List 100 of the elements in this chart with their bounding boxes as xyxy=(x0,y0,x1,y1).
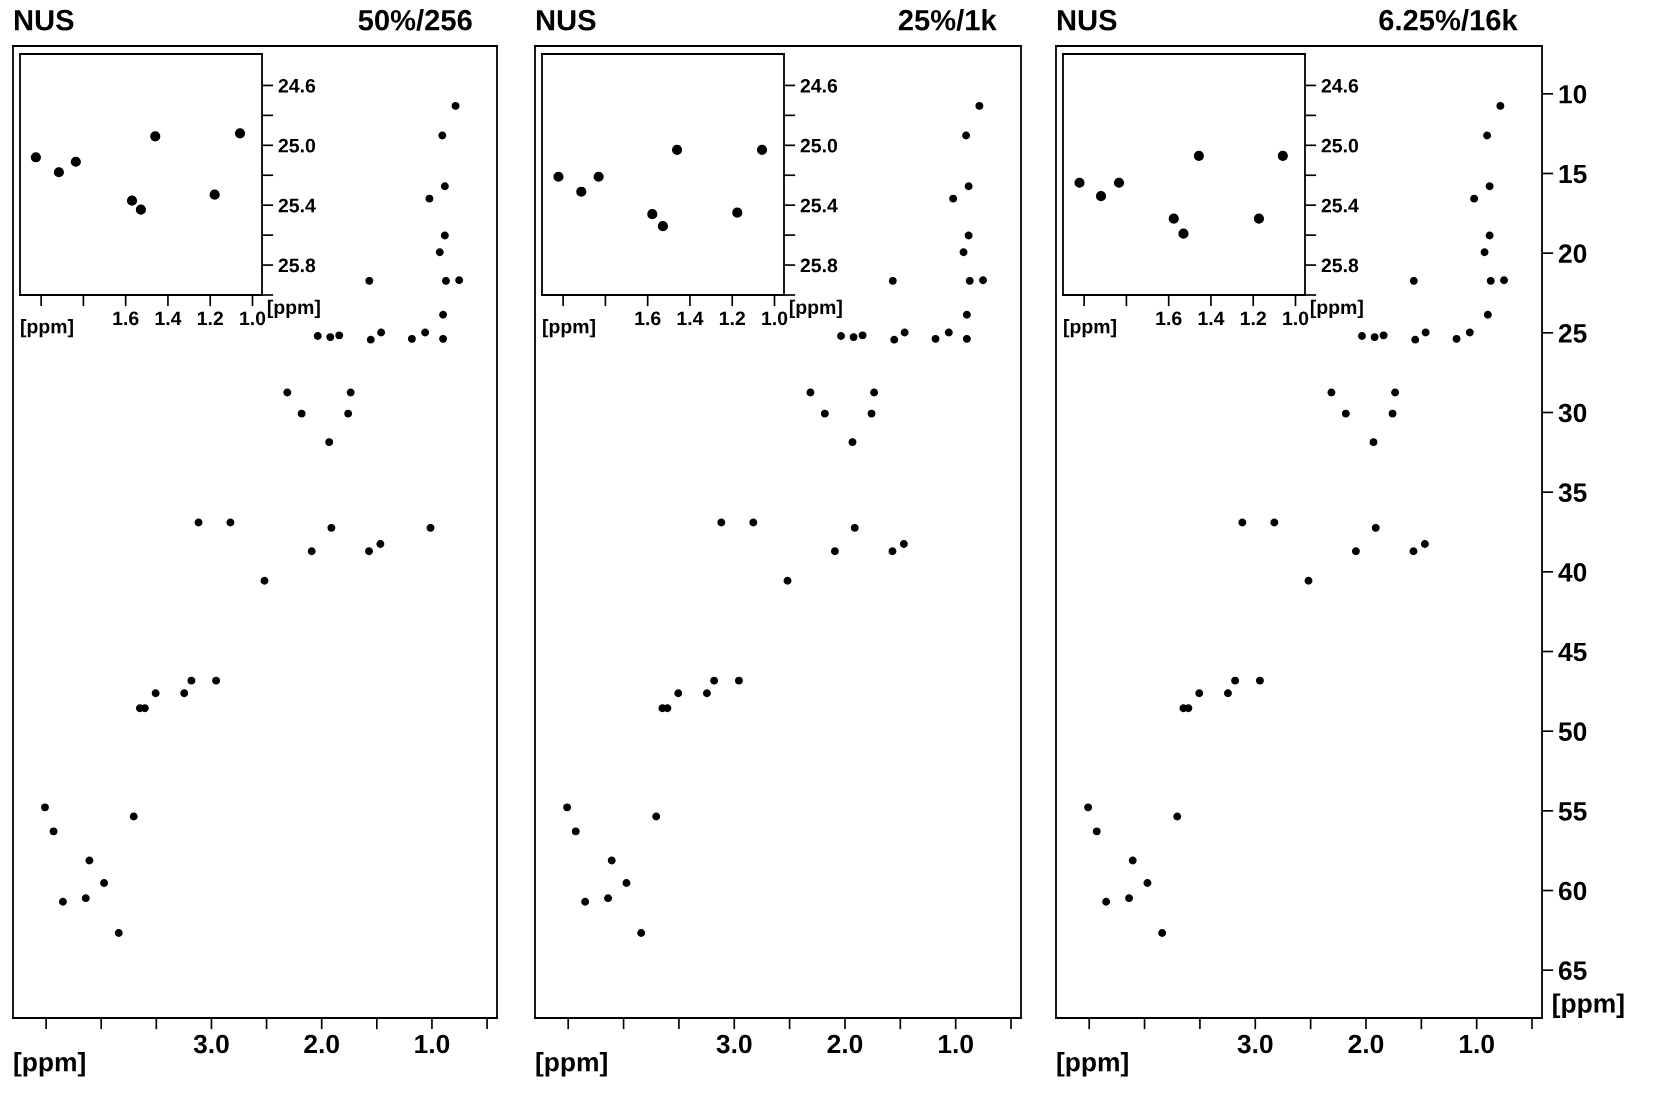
point xyxy=(212,676,221,685)
x-axis-title: [ppm] xyxy=(543,319,595,338)
y-tick-label: 25.0 xyxy=(1321,138,1359,153)
point xyxy=(1465,328,1474,337)
x-tick-label: 1.6 xyxy=(113,311,139,326)
point xyxy=(949,194,958,203)
x-tick-label: 1.4 xyxy=(1198,311,1225,326)
point xyxy=(734,676,743,685)
point xyxy=(1420,539,1429,548)
point xyxy=(806,388,815,397)
x-axis-title: [ppm] xyxy=(536,1052,607,1077)
y-tick-label: 25.4 xyxy=(800,198,838,213)
point xyxy=(1369,438,1378,447)
point xyxy=(135,204,146,215)
point xyxy=(435,248,444,257)
point xyxy=(1125,894,1134,903)
point xyxy=(440,231,449,240)
point xyxy=(850,523,859,532)
point xyxy=(1238,518,1247,527)
x-tick-label: 2.0 xyxy=(1348,1034,1384,1054)
point xyxy=(151,689,160,698)
point xyxy=(622,879,631,887)
point xyxy=(1391,388,1400,397)
chart-subtitle: 6.25%/16k xyxy=(1379,9,1518,31)
y-tick-label: 30 xyxy=(1558,403,1587,423)
point xyxy=(1074,177,1085,188)
point xyxy=(346,388,355,397)
point xyxy=(307,547,316,556)
point xyxy=(407,334,416,343)
point xyxy=(888,276,897,285)
point xyxy=(717,518,726,527)
point xyxy=(81,894,90,903)
point xyxy=(710,676,719,685)
point xyxy=(931,334,940,343)
point xyxy=(326,333,335,342)
point xyxy=(365,547,373,556)
y-tick-label: 25.0 xyxy=(278,138,316,153)
point xyxy=(1102,897,1111,906)
x-tick-label: 3.0 xyxy=(1237,1034,1273,1054)
point xyxy=(576,186,587,197)
y-tick-label: 50 xyxy=(1558,722,1587,741)
point xyxy=(1351,547,1360,556)
point xyxy=(959,248,968,257)
point xyxy=(366,335,375,344)
point xyxy=(442,276,450,285)
point xyxy=(41,803,49,812)
point xyxy=(553,171,564,182)
y-tick-label: 25.4 xyxy=(1321,198,1359,213)
point xyxy=(652,812,661,821)
point xyxy=(888,547,897,556)
point xyxy=(1371,523,1380,532)
point xyxy=(607,856,616,865)
point xyxy=(209,189,220,200)
x-axis-title: [ppm] xyxy=(14,1052,85,1077)
point xyxy=(1470,194,1479,203)
chart-title: NUS xyxy=(1057,9,1117,31)
y-axis-title: [ppm] xyxy=(267,299,320,318)
chart-subtitle: 50%/256 xyxy=(358,9,472,31)
point xyxy=(53,167,64,178)
point xyxy=(1113,177,1125,188)
point xyxy=(234,128,246,139)
point xyxy=(749,518,758,527)
point xyxy=(365,276,374,285)
point xyxy=(1277,150,1288,161)
point xyxy=(1095,191,1107,202)
point xyxy=(732,207,743,218)
point xyxy=(440,182,449,191)
x-tick-label: 1.4 xyxy=(677,311,704,326)
point xyxy=(438,131,447,140)
point xyxy=(783,576,792,585)
point xyxy=(848,438,857,447)
point xyxy=(571,827,580,836)
y-tick-label: 60 xyxy=(1558,881,1587,901)
point xyxy=(1128,856,1137,865)
point xyxy=(1483,310,1492,319)
point xyxy=(70,156,81,167)
point xyxy=(657,221,668,232)
y-tick-label: 35 xyxy=(1558,483,1587,503)
point xyxy=(1496,101,1505,110)
point xyxy=(820,409,829,418)
x-tick-label: 1.0 xyxy=(1460,1034,1494,1054)
point xyxy=(1480,248,1489,257)
point xyxy=(1092,827,1101,836)
point xyxy=(1388,409,1397,418)
point xyxy=(899,539,908,548)
y-tick-label: 10 xyxy=(1559,84,1587,104)
y-tick-label: 15 xyxy=(1559,164,1587,184)
x-tick-label: 2.0 xyxy=(827,1034,863,1054)
point xyxy=(344,409,353,418)
point xyxy=(1084,803,1093,812)
point xyxy=(1184,704,1193,713)
x-tick-label: 1.0 xyxy=(939,1034,973,1054)
point xyxy=(674,689,683,698)
point xyxy=(1253,213,1265,224)
point xyxy=(563,803,572,812)
point xyxy=(58,897,67,906)
point xyxy=(870,388,879,397)
y-tick-label: 25.4 xyxy=(278,198,316,213)
point xyxy=(1178,228,1189,239)
y-axis-title: [ppm] xyxy=(1310,299,1363,318)
